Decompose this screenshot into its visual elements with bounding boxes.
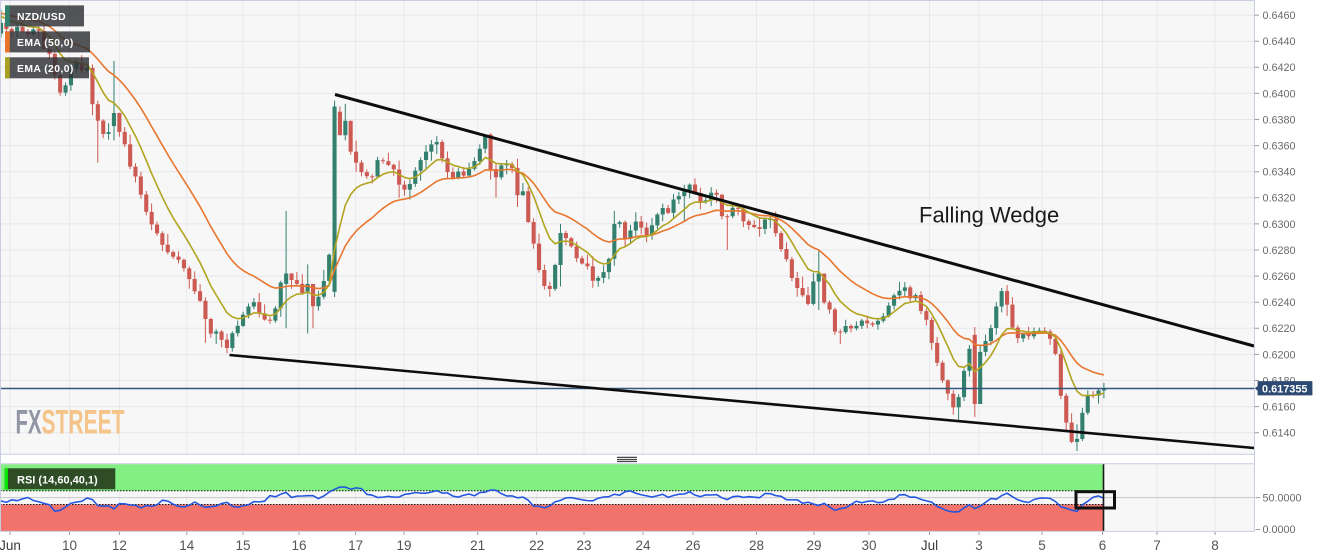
svg-text:14: 14	[179, 538, 195, 553]
svg-text:0.6240: 0.6240	[1263, 297, 1296, 309]
svg-text:29: 29	[806, 538, 821, 553]
svg-text:Jul: Jul	[921, 538, 938, 553]
svg-text:0.6400: 0.6400	[1263, 88, 1296, 100]
svg-text:0.6460: 0.6460	[1263, 10, 1296, 22]
svg-text:28: 28	[749, 538, 764, 553]
svg-text:EMA (50,0): EMA (50,0)	[17, 38, 74, 49]
svg-text:0.6380: 0.6380	[1263, 114, 1296, 126]
svg-text:21: 21	[470, 538, 485, 553]
svg-text:0.6260: 0.6260	[1263, 271, 1296, 283]
svg-text:5: 5	[1038, 538, 1046, 553]
svg-text:0.6280: 0.6280	[1263, 245, 1296, 257]
svg-text:16: 16	[291, 538, 306, 553]
svg-text:10: 10	[62, 538, 77, 553]
svg-text:0.617355: 0.617355	[1262, 384, 1308, 396]
svg-text:12: 12	[112, 538, 127, 553]
svg-text:EMA (20,0): EMA (20,0)	[17, 64, 74, 75]
svg-text:0.6420: 0.6420	[1263, 62, 1296, 74]
svg-text:Jun: Jun	[0, 538, 21, 553]
svg-text:3: 3	[975, 538, 983, 553]
svg-text:6: 6	[1099, 538, 1107, 553]
svg-text:RSI (14,60,40,1): RSI (14,60,40,1)	[17, 475, 98, 487]
svg-text:Falling Wedge: Falling Wedge	[919, 203, 1059, 228]
svg-text:30: 30	[861, 538, 876, 553]
svg-text:17: 17	[348, 538, 363, 553]
svg-text:0.6300: 0.6300	[1263, 219, 1296, 231]
svg-text:FX: FX	[16, 404, 42, 442]
svg-text:0.6140: 0.6140	[1263, 428, 1296, 440]
svg-text:0.0000: 0.0000	[1263, 524, 1296, 536]
svg-text:NZD/USD: NZD/USD	[17, 12, 66, 23]
svg-text:8: 8	[1211, 538, 1219, 553]
svg-text:0.6320: 0.6320	[1263, 193, 1296, 205]
svg-text:0.6360: 0.6360	[1263, 141, 1296, 153]
svg-text:0.6220: 0.6220	[1263, 323, 1296, 335]
svg-text:26: 26	[685, 538, 700, 553]
svg-text:0.6160: 0.6160	[1263, 402, 1296, 414]
svg-text:19: 19	[396, 538, 411, 553]
svg-text:22: 22	[529, 538, 544, 553]
svg-text:23: 23	[576, 538, 591, 553]
svg-text:50.0000: 50.0000	[1263, 493, 1302, 505]
svg-text:7: 7	[1153, 538, 1161, 553]
svg-text:24: 24	[635, 538, 651, 553]
svg-text:15: 15	[235, 538, 250, 553]
svg-text:0.6340: 0.6340	[1263, 167, 1296, 179]
svg-text:0.6440: 0.6440	[1263, 36, 1296, 48]
svg-text:0.6200: 0.6200	[1263, 349, 1296, 361]
svg-text:STREET: STREET	[42, 404, 125, 442]
